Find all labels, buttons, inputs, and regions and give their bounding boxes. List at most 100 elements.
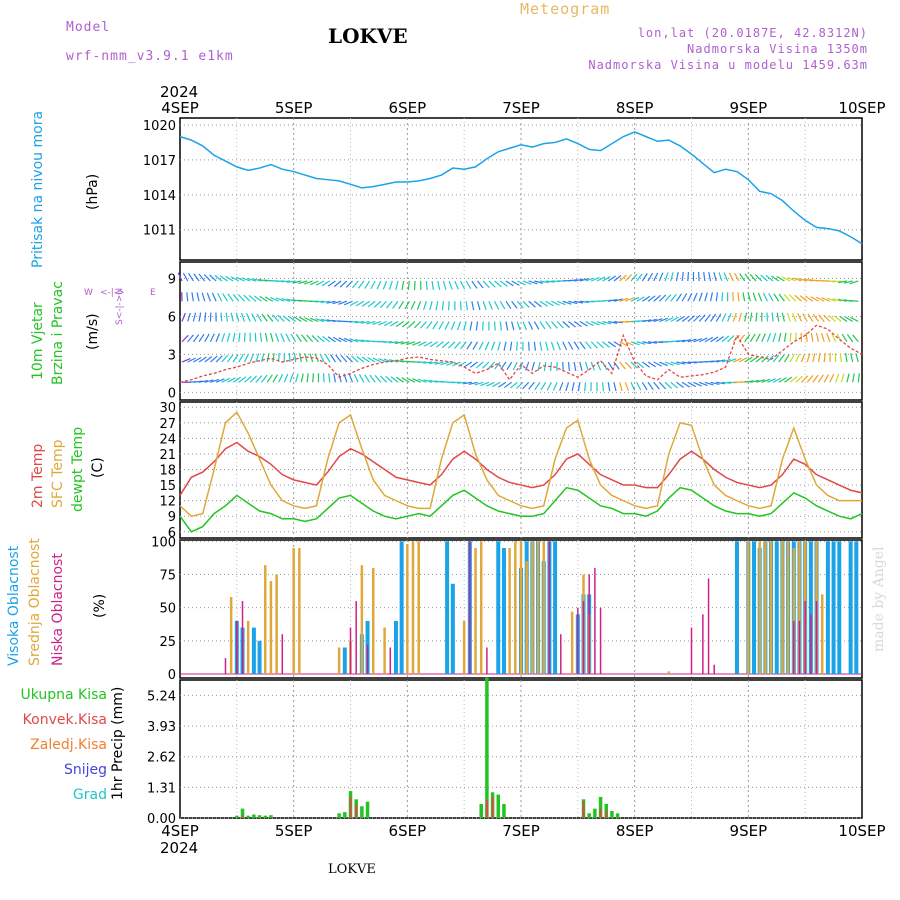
wind-arrow bbox=[596, 320, 606, 326]
wind-arrow bbox=[573, 341, 580, 350]
wind-arrow bbox=[373, 300, 382, 308]
wind-arrow bbox=[215, 378, 225, 383]
wind-arrow bbox=[807, 313, 814, 322]
wind-arrow bbox=[454, 280, 459, 290]
wind-arrow bbox=[468, 381, 478, 385]
cloud-mid-bar bbox=[411, 541, 415, 675]
wind-arrow bbox=[670, 293, 677, 302]
cloud-high-bar bbox=[553, 541, 558, 675]
wind-arrow bbox=[320, 318, 330, 323]
wind-arrow bbox=[590, 276, 600, 282]
wind-arrow bbox=[832, 298, 842, 302]
y-tick-label: 30 bbox=[159, 401, 176, 416]
cloud-mid-bar bbox=[769, 541, 773, 675]
wind-arrow bbox=[516, 381, 524, 389]
wind-arrow bbox=[272, 314, 280, 322]
precip-legend-snow: Snijeg bbox=[63, 762, 107, 778]
wind-arrow bbox=[659, 317, 668, 323]
wind-arrow bbox=[687, 381, 697, 388]
cloud-high-bar bbox=[837, 541, 842, 675]
cloud-high-bar bbox=[445, 541, 450, 675]
wind-arrow bbox=[744, 356, 753, 363]
wind-arrow bbox=[412, 378, 421, 383]
wind-arrow bbox=[642, 341, 652, 345]
top-tick-label: 4SEP bbox=[161, 99, 199, 117]
wind-arrow bbox=[343, 337, 353, 343]
wind-arrow bbox=[459, 301, 462, 311]
wind-arrow bbox=[466, 341, 473, 350]
wind-arrow bbox=[573, 321, 582, 328]
wind-arrow bbox=[781, 276, 791, 282]
cloud-high-bar bbox=[752, 541, 757, 675]
wind-arrow bbox=[204, 356, 213, 363]
wind-arrow bbox=[687, 315, 696, 322]
wind-arrow bbox=[395, 321, 404, 328]
wind-arrow bbox=[517, 280, 526, 286]
wind-arrow bbox=[215, 333, 221, 342]
wind-arrow bbox=[300, 373, 304, 383]
cloud-mid-bar bbox=[371, 567, 375, 675]
precip-total-bar bbox=[479, 803, 483, 818]
cloud-low-bar bbox=[810, 614, 812, 675]
footer-station: LOKVE bbox=[328, 862, 376, 877]
wind-arrow bbox=[475, 321, 479, 331]
wind-arrow bbox=[181, 312, 186, 322]
cloud-mid-bar bbox=[406, 543, 409, 675]
wind-arrow bbox=[795, 353, 801, 363]
wind-arrow bbox=[482, 301, 487, 310]
y-tick-label: 2.62 bbox=[147, 751, 176, 766]
cloud-mid-bar bbox=[764, 541, 767, 675]
wind-arrow bbox=[823, 314, 831, 322]
wind-arrow bbox=[783, 354, 790, 363]
cloud-low-bar bbox=[224, 658, 227, 675]
wind-arrow bbox=[817, 353, 821, 363]
wind-arrow bbox=[392, 300, 399, 309]
wind-arrow bbox=[727, 313, 732, 322]
wind-arrow bbox=[715, 292, 719, 302]
wind-arrow bbox=[531, 361, 535, 371]
wind-arrow bbox=[772, 354, 780, 363]
wind-arrow bbox=[828, 314, 836, 322]
wind-arrow bbox=[565, 382, 570, 392]
cloud-mid-bar bbox=[747, 541, 750, 675]
cloud-low-bar bbox=[690, 627, 693, 675]
wind-arrow bbox=[249, 375, 258, 383]
wind-arrow bbox=[664, 317, 674, 323]
wind-arrow bbox=[345, 280, 353, 288]
wind-arrow bbox=[418, 341, 427, 347]
wind-arrow bbox=[806, 353, 811, 363]
wind-arrow bbox=[855, 353, 859, 363]
wind-arrow bbox=[653, 318, 663, 323]
wind-arrow bbox=[841, 333, 848, 343]
wind-arrow bbox=[364, 374, 371, 383]
wind-arrow bbox=[198, 273, 206, 282]
wind-arrow bbox=[829, 373, 835, 383]
wind-arrow bbox=[721, 292, 724, 302]
wind-arrow bbox=[803, 278, 813, 282]
wind-arrow bbox=[778, 354, 785, 363]
wind-arrow bbox=[585, 277, 595, 282]
wind-arrow bbox=[472, 341, 479, 350]
wind-arrow bbox=[675, 293, 682, 302]
wind-arrow bbox=[272, 374, 279, 383]
wind-arrow bbox=[248, 295, 257, 302]
precip-total-bar bbox=[502, 803, 506, 818]
bottom-tick-label: 9SEP bbox=[730, 822, 768, 840]
cloud-low-bar bbox=[804, 601, 806, 675]
y-tick-label: 75 bbox=[159, 569, 176, 584]
wind-arrow bbox=[755, 379, 765, 383]
wind-arrow bbox=[718, 272, 723, 282]
wind-arrow bbox=[289, 373, 294, 383]
wind-arrow bbox=[534, 300, 542, 308]
wind-arrow bbox=[243, 294, 251, 302]
wind-arrow bbox=[511, 300, 518, 309]
wind-arrow bbox=[395, 280, 399, 290]
temp-2m-line bbox=[179, 441, 863, 496]
cloud-mid-bar bbox=[275, 574, 278, 675]
wind-arrow bbox=[193, 356, 202, 363]
wind-arrow bbox=[786, 312, 791, 322]
wind-arrow bbox=[752, 292, 757, 302]
wind-arrow bbox=[556, 300, 566, 306]
wind-arrow bbox=[417, 378, 427, 383]
wind-arrow bbox=[545, 321, 552, 330]
